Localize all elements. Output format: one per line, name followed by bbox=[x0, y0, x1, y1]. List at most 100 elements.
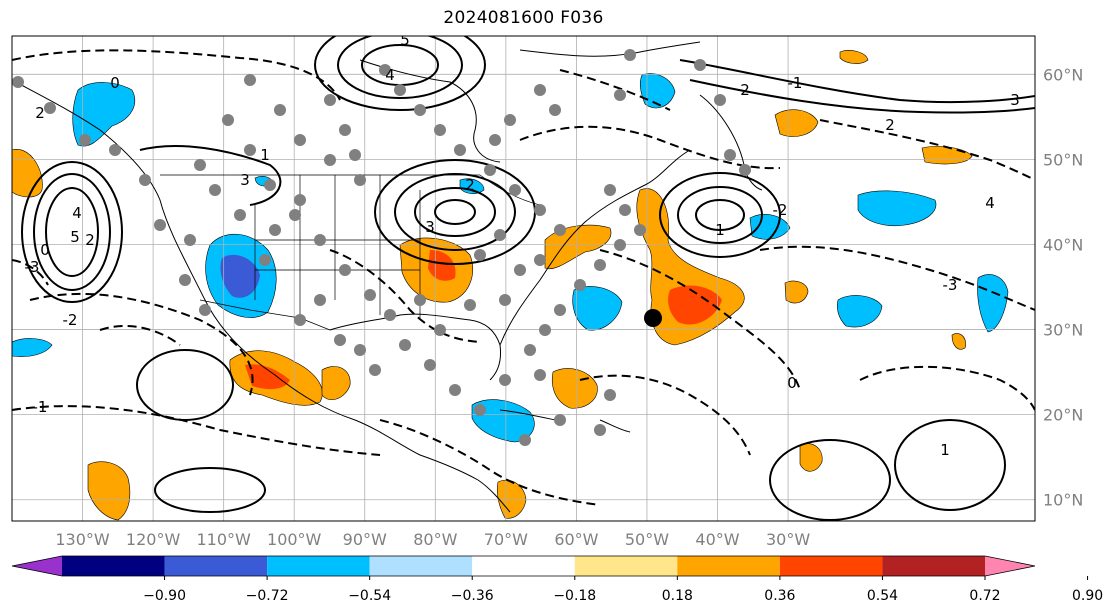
lon-tick-labels: 130°W 120°W 110°W 100°W 90°W 80°W 70°W 60°W 50°W… bbox=[55, 530, 810, 549]
map-title: 2024081600 F036 bbox=[443, 8, 604, 28]
contour-value-label: -1 bbox=[788, 74, 803, 92]
border-us-mexico bbox=[199, 299, 331, 331]
colorbar-outline bbox=[11, 555, 1036, 577]
station-dot bbox=[494, 229, 506, 241]
station-dot bbox=[499, 294, 511, 306]
station-dot bbox=[154, 219, 166, 231]
contour-dashed bbox=[559, 69, 671, 111]
colorbar: −0.90 −0.72 −0.54 −0.36 −0.18 0.18 0.36 0.54 0.7… bbox=[11, 555, 1103, 604]
colorbar-label: 0.36 bbox=[764, 588, 795, 604]
station-dot bbox=[474, 249, 486, 261]
contour-value-label: 0 bbox=[110, 74, 120, 92]
contour-value-label: 4 bbox=[72, 204, 82, 222]
station-dot bbox=[334, 334, 346, 346]
station-dot bbox=[222, 114, 234, 126]
lat-tick-label: 60°N bbox=[1043, 65, 1083, 84]
anomaly-negative bbox=[857, 190, 937, 227]
anomaly-positive bbox=[321, 366, 351, 400]
anomaly-strong-negative bbox=[220, 254, 260, 298]
anomaly-positive bbox=[774, 109, 819, 137]
station-dot bbox=[379, 64, 391, 76]
station-dot bbox=[179, 274, 191, 286]
contour-value-label: 4 bbox=[985, 194, 995, 212]
anomaly-positive bbox=[839, 50, 869, 64]
colorbar-segment bbox=[779, 556, 883, 576]
lon-tick-label: 90°W bbox=[343, 530, 387, 549]
station-dot bbox=[624, 49, 636, 61]
contour-tropics bbox=[769, 439, 891, 521]
lat-tick-label: 40°N bbox=[1043, 235, 1083, 254]
coastline-east bbox=[499, 149, 691, 346]
contour-value-label: 4 bbox=[385, 66, 395, 84]
contour-value-label: 2 bbox=[885, 116, 895, 134]
station-dot bbox=[739, 164, 751, 176]
station-dot bbox=[244, 74, 256, 86]
station-dot bbox=[269, 224, 281, 236]
colorbar-segment bbox=[164, 556, 268, 576]
station-dot bbox=[244, 144, 256, 156]
station-dot bbox=[594, 424, 606, 436]
colorbar-segment bbox=[267, 556, 370, 576]
contour-high-canada bbox=[314, 36, 486, 111]
lon-tick-label: 120°W bbox=[126, 530, 181, 549]
station-dot bbox=[434, 324, 446, 336]
station-dot bbox=[264, 179, 276, 191]
coastline-north-america-west bbox=[12, 79, 479, 481]
lon-tick-label: 60°W bbox=[554, 530, 598, 549]
station-dot bbox=[209, 184, 221, 196]
lon-tick-label: 80°W bbox=[413, 530, 457, 549]
station-dot bbox=[384, 309, 396, 321]
station-dot bbox=[504, 114, 516, 126]
map-frame bbox=[11, 35, 1036, 522]
station-dot bbox=[724, 149, 736, 161]
contour-high-pacific bbox=[21, 161, 123, 303]
contour-atlantic bbox=[677, 186, 763, 244]
station-dot bbox=[434, 124, 446, 136]
contour-dashed bbox=[579, 374, 751, 456]
anomaly-negative bbox=[640, 73, 676, 109]
station-dot bbox=[619, 204, 631, 216]
anomaly-negative bbox=[572, 286, 623, 331]
station-dot bbox=[354, 174, 366, 186]
contour-value-label: 0 bbox=[787, 374, 797, 392]
station-dot bbox=[554, 304, 566, 316]
contour-dashed bbox=[12, 259, 49, 286]
contour-dashed bbox=[759, 245, 1035, 311]
station-dot bbox=[574, 279, 586, 291]
station-dot bbox=[634, 224, 646, 236]
contour-atlantic bbox=[659, 172, 781, 258]
contour-north-atlantic bbox=[679, 59, 1035, 104]
station-dot bbox=[714, 94, 726, 106]
station-dot bbox=[194, 159, 206, 171]
anomaly-strong-positive bbox=[245, 364, 290, 390]
lat-tick-label: 30°N bbox=[1043, 321, 1083, 340]
colorbar-label: −0.18 bbox=[553, 588, 596, 604]
contour-value-label: 2 bbox=[85, 231, 95, 249]
station-dot bbox=[109, 144, 121, 156]
station-dot bbox=[79, 134, 91, 146]
colorbar-segment bbox=[574, 556, 678, 576]
contour-high-canada bbox=[337, 36, 463, 99]
station-dot bbox=[44, 102, 56, 114]
contour-value-label: 3 bbox=[1010, 91, 1020, 109]
gridlines bbox=[12, 36, 1035, 521]
contour-value-label: 1 bbox=[940, 441, 950, 459]
station-dot bbox=[12, 76, 24, 88]
colorbar-label: −0.54 bbox=[348, 588, 391, 604]
contour-low-midwest bbox=[434, 199, 476, 225]
station-dot bbox=[314, 294, 326, 306]
lon-tick-label: 50°W bbox=[625, 530, 669, 549]
colorbar-label: −0.36 bbox=[451, 588, 494, 604]
station-dot bbox=[394, 84, 406, 96]
station-dot bbox=[449, 384, 461, 396]
state-lines bbox=[254, 175, 421, 318]
station-dot bbox=[294, 314, 306, 326]
contour-value-label: -2 bbox=[773, 201, 788, 219]
colorbar-extend-min bbox=[12, 556, 62, 576]
station-dot bbox=[354, 344, 366, 356]
central-america bbox=[477, 479, 511, 513]
colorbar-label: 0.90 bbox=[1072, 588, 1103, 604]
anomaly-strong-positive bbox=[428, 250, 456, 281]
station-dot bbox=[234, 209, 246, 221]
colorbar-label: 0.72 bbox=[969, 588, 1000, 604]
